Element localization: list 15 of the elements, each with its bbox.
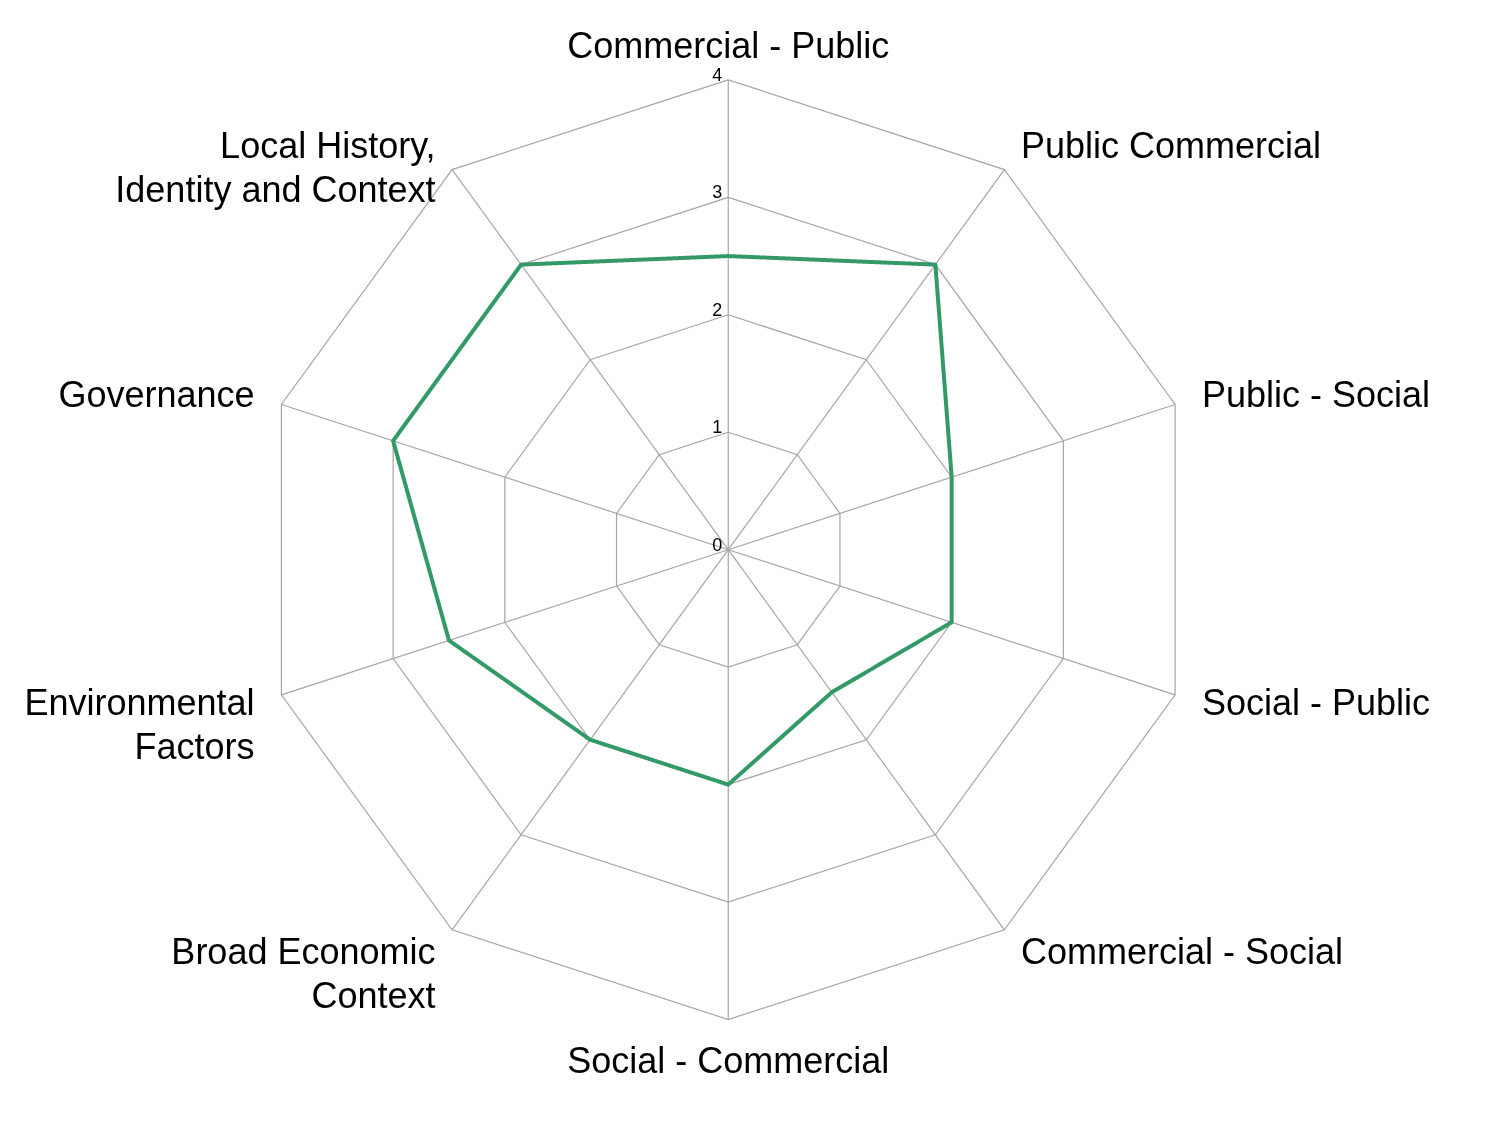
spoke-label: Local History, Identity and Context	[115, 124, 436, 210]
y-tick-label: 3	[712, 182, 723, 203]
spoke-label: Broad Economic Context	[171, 930, 436, 1016]
spoke-label: Public - Social	[1201, 373, 1430, 415]
spoke-label: Governance	[58, 373, 255, 415]
spoke-label: Public Commercial	[1020, 124, 1322, 166]
spoke-label: Environmental Factors	[24, 681, 255, 767]
spoke-label: Social - Public	[1201, 681, 1430, 723]
spoke-label: Social - Commercial	[567, 1039, 890, 1081]
y-tick-label: 1	[712, 417, 723, 438]
y-tick-label: 4	[712, 64, 723, 85]
spoke-label: Commercial - Public	[567, 24, 890, 66]
y-tick-label: 2	[712, 299, 723, 320]
y-tick-label: 0	[712, 534, 723, 555]
spoke-label: Commercial - Social	[1020, 930, 1344, 972]
